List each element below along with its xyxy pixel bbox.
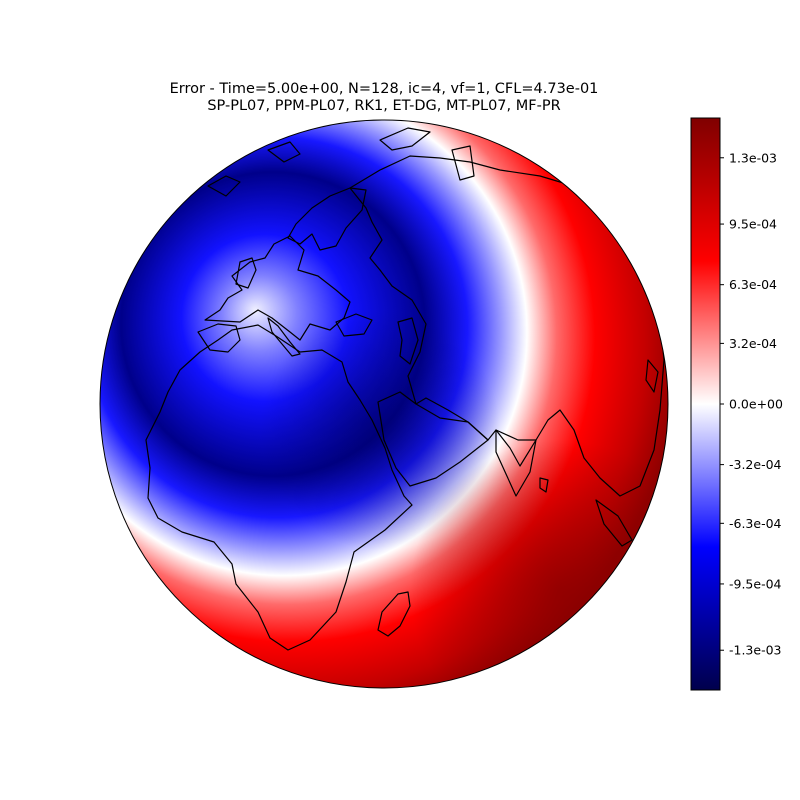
colorbar-tick-label: 9.5e-04 (729, 217, 777, 232)
coastline-sumatra (595, 499, 633, 547)
coastline-novaya-zemlya (379, 127, 431, 151)
coastline-europe (204, 235, 351, 341)
coastline-greenland-edge (207, 175, 241, 197)
colorbar-tick-label: 6.3e-04 (729, 277, 777, 292)
coastline-srilanka (539, 477, 549, 493)
colorbar-ticks: 1.3e-03 9.5e-04 6.3e-04 3.2e-04 0.0e+00 -3.2e… (720, 150, 783, 658)
globe-outline (99, 119, 669, 689)
coastlines (145, 127, 665, 651)
coastline-arabia (377, 391, 489, 487)
colorbar-tick-label: -9.5e-04 (729, 576, 782, 591)
coastline-caspian (397, 317, 419, 365)
colorbar-gradient (690, 117, 721, 691)
coastline-scandinavia (287, 187, 367, 251)
colorbar-tick-label: 0.0e+00 (729, 397, 783, 412)
plot-title-line1: Error - Time=5.00e+00, N=128, ic=4, vf=1… (169, 81, 599, 97)
colorbar-tick-label: -1.3e-03 (729, 643, 782, 658)
coastline-svalbard (267, 141, 301, 163)
plot-title-line2: SP-PL07, PPM-PL07, RK1, ET-DG, MT-PL07, … (207, 98, 561, 114)
colorbar: 1.3e-03 9.5e-04 6.3e-04 3.2e-04 0.0e+00 -3.2e… (690, 117, 783, 691)
error-maximum (100, 120, 668, 688)
colorbar-tick-label: 3.2e-04 (729, 336, 777, 351)
coastline-japan-edge (645, 359, 659, 393)
coastline-black-sea (335, 313, 373, 337)
coastline-africa (145, 324, 413, 651)
coastline-italy (267, 317, 301, 357)
colorbar-tick-label: -6.3e-04 (729, 516, 782, 531)
colorbar-tick-label: -3.2e-04 (729, 457, 782, 472)
coastline-iberia (197, 323, 241, 353)
coastline-arctic-island (451, 145, 475, 181)
globe (100, 120, 668, 688)
coastline-india (495, 429, 537, 497)
colorbar-tick-label: 1.3e-03 (729, 150, 777, 165)
coastline-madagascar (377, 591, 411, 637)
coastline-britain (235, 257, 257, 289)
